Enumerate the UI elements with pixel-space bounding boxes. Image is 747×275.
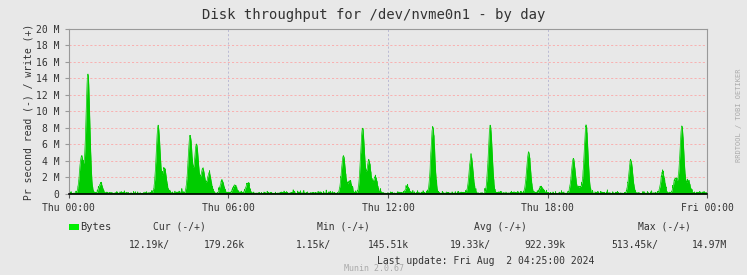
Text: 513.45k/: 513.45k/ xyxy=(612,240,658,250)
Text: 179.26k: 179.26k xyxy=(203,240,245,250)
Text: Avg (-/+): Avg (-/+) xyxy=(474,222,527,232)
Y-axis label: Pr second read (-) / write (+): Pr second read (-) / write (+) xyxy=(23,23,34,199)
Text: 145.51k: 145.51k xyxy=(368,240,409,250)
Text: 1.15k/: 1.15k/ xyxy=(296,240,332,250)
Text: Last update: Fri Aug  2 04:25:00 2024: Last update: Fri Aug 2 04:25:00 2024 xyxy=(377,256,594,266)
Text: 14.97M: 14.97M xyxy=(692,240,728,250)
Text: Min (-/+): Min (-/+) xyxy=(317,222,370,232)
Text: 19.33k/: 19.33k/ xyxy=(450,240,492,250)
Text: Disk throughput for /dev/nvme0n1 - by day: Disk throughput for /dev/nvme0n1 - by da… xyxy=(202,8,545,22)
Text: Max (-/+): Max (-/+) xyxy=(639,222,691,232)
Text: Cur (-/+): Cur (-/+) xyxy=(153,222,205,232)
Text: 922.39k: 922.39k xyxy=(524,240,566,250)
Text: RRDTOOL / TOBI OETIKER: RRDTOOL / TOBI OETIKER xyxy=(736,69,742,162)
Text: Munin 2.0.67: Munin 2.0.67 xyxy=(344,264,403,273)
Text: 12.19k/: 12.19k/ xyxy=(128,240,170,250)
Text: Bytes: Bytes xyxy=(80,222,111,232)
